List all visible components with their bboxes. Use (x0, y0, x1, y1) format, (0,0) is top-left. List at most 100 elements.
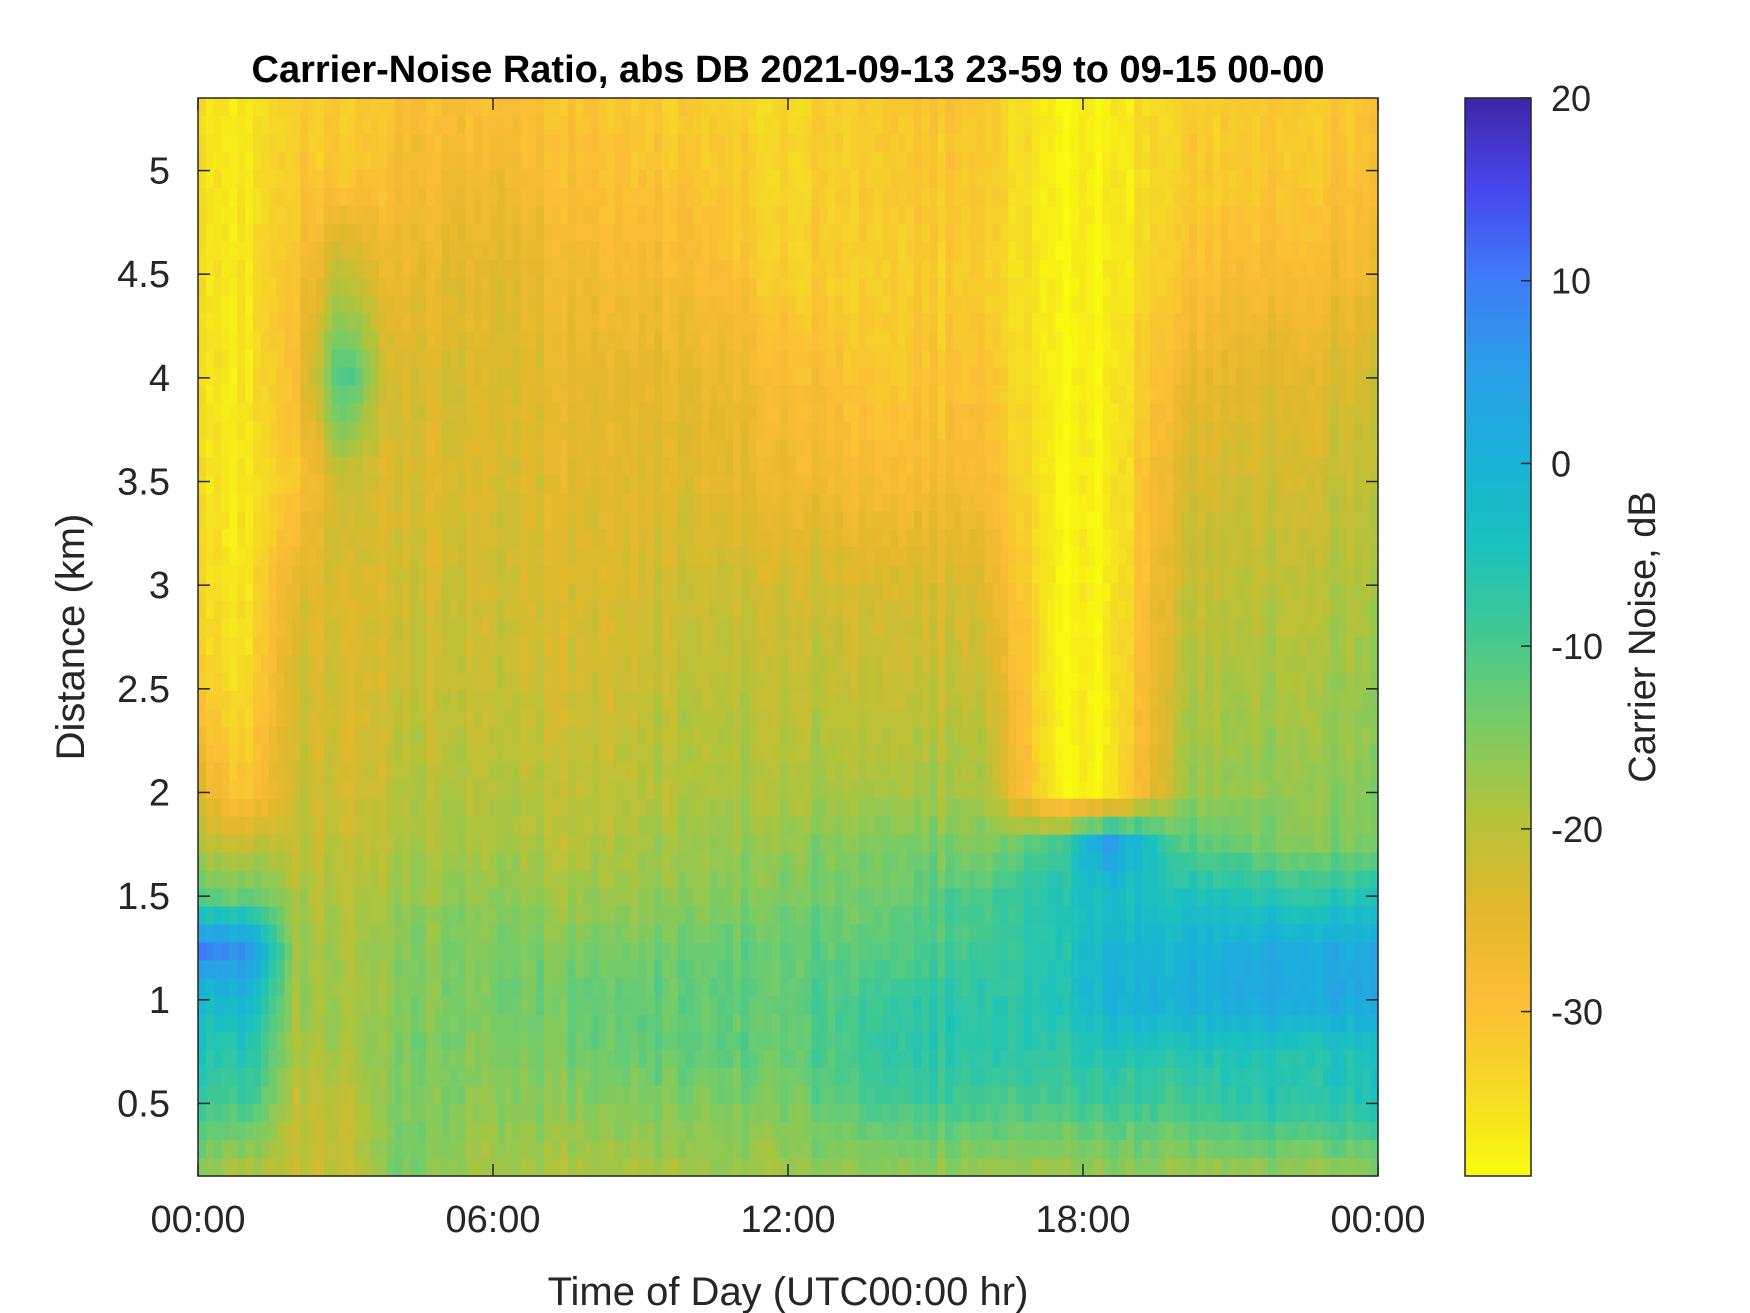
heatmap-cell (843, 762, 852, 782)
heatmap-cell (457, 313, 467, 333)
heatmap-cell (520, 403, 529, 422)
heatmap-cell (575, 654, 585, 674)
heatmap-cell (544, 888, 553, 908)
heatmap-cell (811, 601, 821, 620)
heatmap-cell (772, 960, 781, 979)
heatmap-cell (528, 241, 537, 261)
heatmap-cell (591, 726, 600, 746)
heatmap-cell (638, 960, 647, 979)
heatmap-cell (748, 511, 758, 530)
heatmap-cell (481, 295, 490, 315)
heatmap-cell (355, 690, 364, 710)
heatmap-cell (536, 726, 545, 746)
heatmap-cell (276, 349, 286, 369)
heatmap-cell (544, 277, 553, 297)
heatmap-cell (339, 403, 349, 422)
heatmap-cell (662, 888, 671, 908)
heatmap-cell (725, 277, 734, 297)
heatmap-cell (614, 726, 624, 746)
heatmap-cell (323, 924, 333, 944)
heatmap-cell (300, 1032, 309, 1051)
heatmap-cell (394, 385, 404, 405)
heatmap-cell (276, 798, 286, 818)
heatmap-cell (827, 654, 836, 674)
heatmap-cell (748, 385, 758, 405)
heatmap-cell (677, 834, 687, 854)
heatmap-cell (245, 475, 254, 494)
heatmap-cell (764, 1158, 773, 1177)
heatmap-cell (583, 816, 592, 836)
heatmap-cell (575, 205, 585, 225)
heatmap-cell (693, 529, 703, 548)
heatmap-cell (567, 601, 577, 620)
heatmap-cell (496, 295, 506, 315)
heatmap-cell (331, 1086, 341, 1105)
heatmap-cell (339, 654, 349, 674)
heatmap-cell (827, 223, 836, 243)
heatmap-cell (323, 277, 333, 297)
heatmap-cell (512, 367, 522, 387)
heatmap-cell (788, 619, 797, 638)
heatmap-cell (717, 834, 726, 854)
heatmap-cell (693, 690, 703, 710)
heatmap-cell (331, 762, 341, 782)
heatmap-cell (237, 744, 246, 764)
heatmap-cell (701, 151, 710, 171)
heatmap-cell (504, 115, 514, 135)
heatmap-cell (567, 385, 577, 405)
heatmap-cell (355, 583, 364, 602)
heatmap-cell (496, 924, 506, 944)
heatmap-cell (599, 744, 608, 764)
heatmap-cell (670, 439, 679, 458)
heatmap-cell (740, 1050, 750, 1069)
heatmap-cell (717, 708, 726, 728)
heatmap-cell (827, 1140, 836, 1159)
heatmap-cell (449, 241, 459, 261)
heatmap-cell (253, 1050, 262, 1069)
heatmap-cell (591, 169, 600, 189)
heatmap-cell (740, 475, 750, 494)
heatmap-cell (512, 1050, 522, 1069)
heatmap-cell (386, 816, 396, 836)
heatmap-cell (331, 888, 341, 908)
heatmap-cell (300, 421, 309, 440)
heatmap-cell (213, 1158, 223, 1177)
heatmap-cell (811, 906, 821, 926)
heatmap-cell (394, 762, 404, 782)
heatmap-cell (481, 798, 490, 818)
heatmap-cell (536, 762, 545, 782)
heatmap-cell (788, 1122, 797, 1141)
heatmap-cell (496, 331, 506, 351)
heatmap-cell (677, 349, 687, 369)
heatmap-cell (237, 654, 246, 674)
heatmap-cell (630, 349, 640, 369)
heatmap-cell (685, 888, 695, 908)
heatmap-cell (544, 151, 553, 171)
heatmap-cell (638, 924, 647, 944)
heatmap-cell (449, 1104, 459, 1123)
heatmap-cell (552, 1086, 561, 1105)
heatmap-cell (740, 331, 750, 351)
heatmap-cell (693, 601, 703, 620)
heatmap-cell (835, 1014, 844, 1033)
heatmap-cell (418, 475, 427, 494)
heatmap-cell (363, 295, 372, 315)
heatmap-cell (693, 421, 703, 440)
heatmap-cell (764, 672, 773, 692)
heatmap-cell (788, 996, 797, 1015)
heatmap-cell (843, 1140, 852, 1159)
heatmap-cell (205, 906, 215, 926)
heatmap-cell (630, 151, 640, 171)
heatmap-cell (756, 601, 765, 620)
heatmap-cell (583, 403, 592, 422)
heatmap-cell (544, 583, 553, 602)
heatmap-cell (536, 1122, 545, 1141)
heatmap-cell (504, 906, 514, 926)
heatmap-cell (481, 241, 490, 261)
heatmap-cell (402, 151, 411, 171)
heatmap-cell (528, 1140, 537, 1159)
heatmap-cell (268, 295, 278, 315)
heatmap-cell (237, 133, 246, 153)
heatmap-cell (709, 511, 718, 530)
heatmap-cell (268, 942, 278, 961)
